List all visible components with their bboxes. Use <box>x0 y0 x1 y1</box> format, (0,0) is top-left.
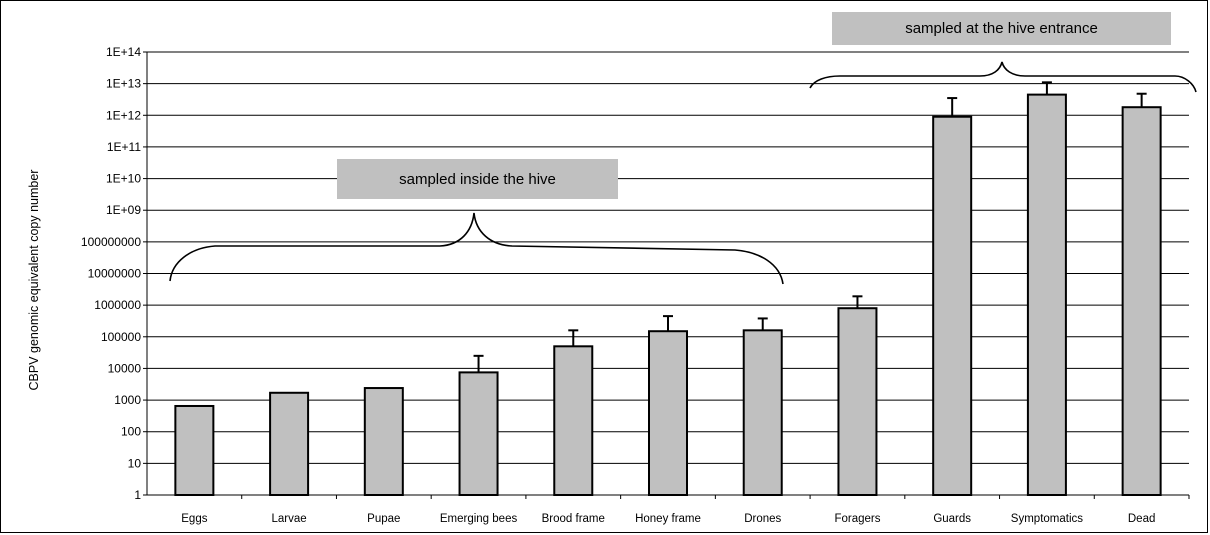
x-category-label: Brood frame <box>542 513 605 525</box>
x-category-label: Guards <box>933 513 971 525</box>
y-tick-label: 100 <box>121 425 141 439</box>
bar-pupae <box>363 387 404 497</box>
bar-drones <box>742 329 783 496</box>
bar-brood-frame <box>553 345 594 496</box>
x-category-label: Symptomatics <box>1011 513 1083 525</box>
bar-guards <box>932 115 973 496</box>
y-tick-label: 1 <box>134 488 141 502</box>
x-category-label: Larvae <box>272 513 307 525</box>
bar-honey-frame <box>648 330 688 496</box>
y-tick-label: 1E+11 <box>107 140 141 154</box>
bar-eggs <box>174 404 215 497</box>
x-category-label: Drones <box>744 513 781 525</box>
y-tick-label: 1E+12 <box>106 108 141 122</box>
y-tick-label: 10 <box>128 456 142 470</box>
y-tick-label: 1000000 <box>94 298 141 312</box>
bar-foragers <box>837 307 878 497</box>
x-category-label: Foragers <box>834 513 880 525</box>
bar-symptomatics <box>1026 93 1067 496</box>
annotation-inside-hive: sampled inside the hive <box>337 159 618 199</box>
y-tick-label: 1E+09 <box>106 203 141 217</box>
x-category-label: Honey frame <box>635 513 701 525</box>
brace-hive-entrance <box>809 61 1197 93</box>
y-tick-label: 10000 <box>108 361 142 375</box>
y-tick-label: 1E+10 <box>106 172 141 186</box>
y-tick-label: 1000 <box>114 393 141 407</box>
x-axis-labels: Eggs Larvae Pupae Emerging bees Brood frame H… <box>181 495 1190 525</box>
gridlines <box>146 51 1189 496</box>
y-axis-title: CBPV genomic equivalent copy number <box>27 170 41 391</box>
y-tick-label: 10000000 <box>88 267 142 281</box>
y-tick-label: 1E+14 <box>106 45 141 59</box>
annotation-hive-entrance: sampled at the hive entrance <box>832 12 1171 45</box>
x-category-label: Dead <box>1128 513 1156 525</box>
brace-inside-hive <box>169 212 784 285</box>
y-axis-ticks: 1 10 100 1000 10000 100000 1000000 10000000 1000… <box>81 45 147 502</box>
x-category-label: Eggs <box>181 513 207 525</box>
bar-emerging-bees <box>458 371 499 496</box>
y-tick-label: 100000 <box>101 330 141 344</box>
x-category-label: Emerging bees <box>440 513 518 525</box>
bar-dead <box>1121 106 1162 496</box>
bars <box>174 93 1162 497</box>
y-tick-label: 1E+13 <box>106 77 141 91</box>
y-tick-label: 100000000 <box>81 235 141 249</box>
bar-larvae <box>269 391 310 496</box>
x-category-label: Pupae <box>367 513 400 525</box>
group-braces <box>169 61 1197 285</box>
error-bars <box>473 81 1147 373</box>
